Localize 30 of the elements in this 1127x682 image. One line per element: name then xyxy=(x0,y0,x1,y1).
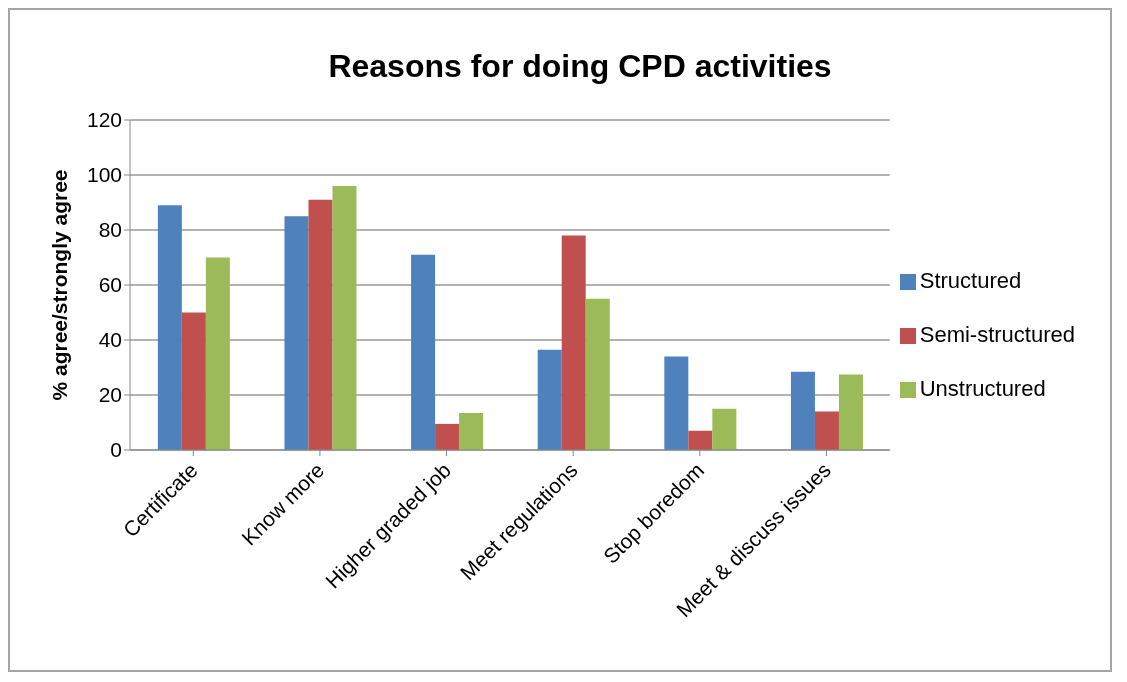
legend-label: Semi-structured xyxy=(919,322,1075,347)
bar xyxy=(157,205,182,450)
bar xyxy=(411,254,436,450)
bar xyxy=(585,298,610,450)
y-axis-title: % agree/strongly agree xyxy=(48,169,72,401)
bar xyxy=(688,430,713,450)
bar xyxy=(459,412,484,450)
bar xyxy=(537,349,562,450)
bar xyxy=(284,216,309,450)
bar xyxy=(181,312,206,450)
bar xyxy=(790,371,815,450)
y-tick-label: 20 xyxy=(98,383,122,407)
bar xyxy=(435,423,460,450)
bar xyxy=(712,408,737,450)
bar xyxy=(561,235,586,450)
bar xyxy=(205,257,230,450)
y-tick-label: 80 xyxy=(98,218,122,242)
y-tick-label: 100 xyxy=(86,163,122,187)
chart-title: Reasons for doing CPD activities xyxy=(327,48,833,85)
bar xyxy=(332,186,357,450)
legend-label: Structured xyxy=(919,268,1022,293)
y-tick-label: 40 xyxy=(98,328,122,352)
bar xyxy=(308,199,333,450)
y-tick-label: 120 xyxy=(86,108,122,132)
bar xyxy=(664,356,689,450)
y-tick-label: 60 xyxy=(98,273,122,297)
legend-label: Unstructured xyxy=(919,376,1046,401)
bar xyxy=(838,374,863,450)
y-tick-label: 0 xyxy=(110,438,122,462)
bar xyxy=(814,411,839,450)
